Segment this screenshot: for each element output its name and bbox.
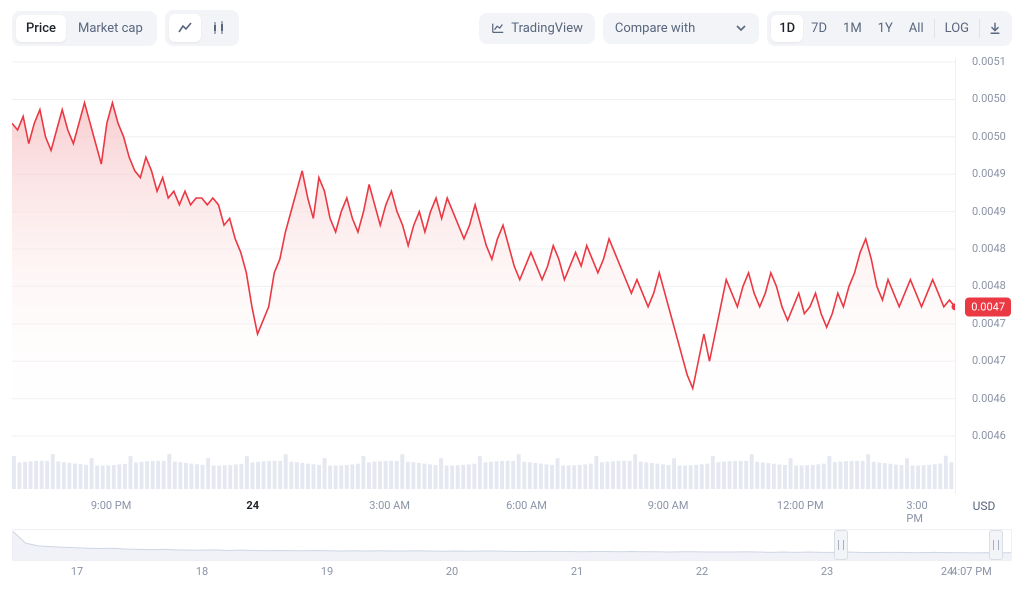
navigator-tick: 21 [571,565,583,578]
time-navigator[interactable]: 4:07 PM 17 18 19 20 21 22 23 24 [12,529,1012,587]
compare-label: Compare with [615,21,695,36]
navigator-x-axis: 4:07 PM 17 18 19 20 21 22 23 24 [12,565,1012,585]
scale-log[interactable]: LOG [937,15,977,42]
currency-label: USD [956,499,1012,513]
x-tick: 12:00 PM [777,499,824,512]
range-7d[interactable]: 7D [803,15,835,42]
navigator-tick: 18 [196,565,208,578]
mode-price[interactable]: Price [16,15,66,42]
timerange-toggle: 1D 7D 1M 1Y All LOG [767,11,1012,46]
chart-toolbar: Price Market cap TradingView Compare wit… [12,8,1012,48]
compare-dropdown[interactable]: Compare with [603,13,759,44]
range-1d[interactable]: 1D [771,15,803,42]
chart-style-toggle [165,10,239,46]
x-tick: 9:00 AM [648,499,689,512]
navigator-tick: 17 [71,565,83,578]
download-button[interactable] [982,15,1008,42]
navigator-tick: 19 [321,565,333,578]
download-icon [988,21,1002,35]
navigator-tick: 22 [696,565,708,578]
tradingview-icon [491,21,505,35]
price-chart[interactable]: 0.0047 [12,58,956,493]
navigator-tick: 24 [941,565,953,578]
range-1m[interactable]: 1M [835,15,870,42]
range-all[interactable]: All [901,15,932,42]
navigator-handle-left[interactable] [834,530,848,560]
line-chart-icon[interactable] [169,14,201,42]
mode-marketcap[interactable]: Market cap [68,15,153,42]
chevron-down-icon [735,22,747,34]
navigator-time: 4:07 PM [951,565,991,578]
x-tick: 3:00 AM [369,499,410,512]
x-tick: 24 [246,499,259,512]
mode-toggle: Price Market cap [12,11,157,46]
y-axis: 0.00510.00500.00500.00490.00490.00480.00… [956,58,1012,493]
navigator-tick: 23 [821,565,833,578]
navigator-handle-right[interactable] [989,530,1003,560]
candlestick-icon[interactable] [203,14,235,42]
x-tick: 9:00 PM [91,499,131,512]
x-tick: 6:00 AM [506,499,547,512]
x-tick: 3:00 PM [906,499,939,525]
x-axis: 9:00 PM243:00 AM6:00 AM9:00 AM12:00 PM3:… [12,493,956,519]
range-1y[interactable]: 1Y [870,15,901,42]
tradingview-label: TradingView [511,21,583,36]
tradingview-button[interactable]: TradingView [479,13,595,44]
navigator-tick: 20 [446,565,458,578]
